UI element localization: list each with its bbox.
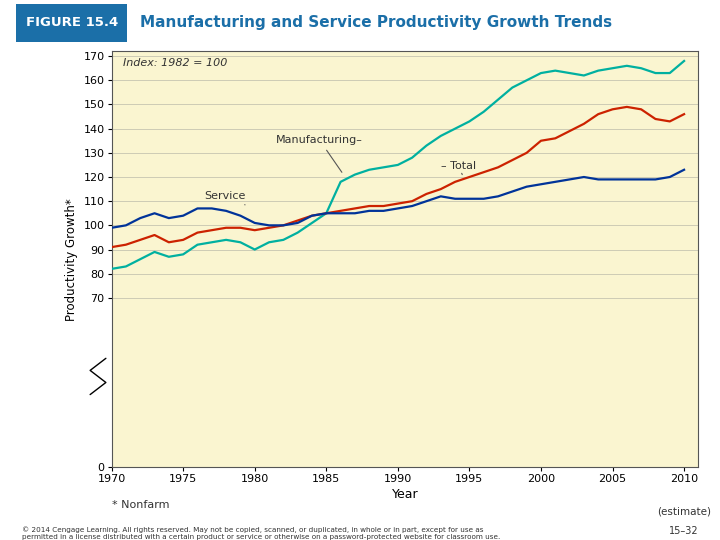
Text: 15–32: 15–32 bbox=[669, 526, 698, 537]
Text: * Nonfarm: * Nonfarm bbox=[112, 500, 169, 510]
Y-axis label: Productivity Growth*: Productivity Growth* bbox=[65, 198, 78, 321]
Text: Index: 1982 = 100: Index: 1982 = 100 bbox=[123, 58, 228, 68]
Text: © 2014 Cengage Learning. All rights reserved. May not be copied, scanned, or dup: © 2014 Cengage Learning. All rights rese… bbox=[22, 526, 500, 540]
Text: Manufacturing and Service Productivity Growth Trends: Manufacturing and Service Productivity G… bbox=[140, 15, 613, 30]
Text: Service: Service bbox=[204, 191, 246, 205]
FancyBboxPatch shape bbox=[16, 4, 127, 42]
Text: – Total: – Total bbox=[441, 160, 476, 174]
Text: FIGURE 15.4: FIGURE 15.4 bbox=[25, 16, 118, 29]
X-axis label: Year: Year bbox=[392, 488, 418, 501]
Text: Manufacturing–: Manufacturing– bbox=[276, 135, 363, 172]
Text: (estimate): (estimate) bbox=[657, 507, 711, 517]
